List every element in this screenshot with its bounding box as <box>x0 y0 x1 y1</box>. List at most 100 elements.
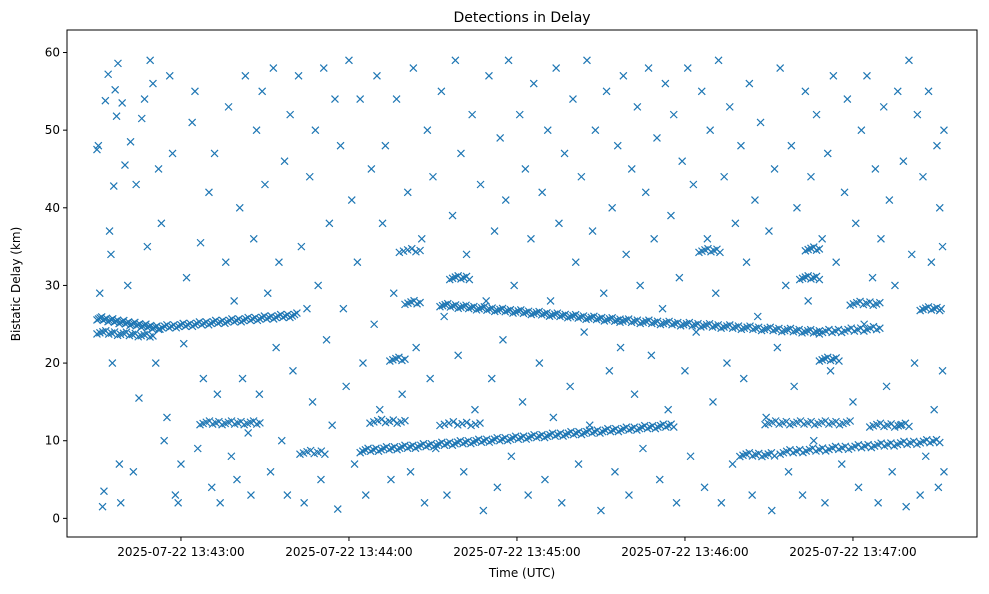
data-point <box>599 289 608 298</box>
data-point <box>503 306 512 315</box>
data-point <box>940 126 948 135</box>
y-tick-label: 10 <box>45 434 60 448</box>
data-point <box>111 85 120 94</box>
data-point <box>524 491 533 499</box>
data-point <box>167 322 176 331</box>
data-point <box>560 149 569 158</box>
data-point <box>389 289 398 298</box>
data-point <box>205 188 213 197</box>
data-point <box>451 56 460 65</box>
data-point <box>453 420 462 429</box>
data-point <box>146 56 155 65</box>
data-point <box>333 505 342 513</box>
data-point <box>613 141 622 150</box>
data-point <box>277 436 286 445</box>
data-point <box>871 165 880 173</box>
data-point <box>105 227 114 236</box>
data-point <box>896 421 905 430</box>
data-point <box>423 126 432 135</box>
data-point <box>246 316 255 325</box>
data-point <box>605 314 614 323</box>
data-point <box>437 87 446 96</box>
data-point <box>527 234 535 243</box>
data-point <box>292 309 301 318</box>
data-point <box>537 310 546 319</box>
data-point <box>709 397 717 406</box>
data-point <box>431 444 440 453</box>
data-point <box>556 312 564 321</box>
data-point <box>748 491 757 499</box>
data-point <box>849 397 857 406</box>
data-point <box>877 234 885 243</box>
data-point <box>347 196 356 204</box>
data-point <box>149 331 157 340</box>
data-point <box>300 498 309 507</box>
data-point <box>647 351 656 360</box>
data-point <box>305 172 314 181</box>
data-point <box>104 70 113 79</box>
data-point <box>577 172 586 181</box>
data-point <box>935 203 944 212</box>
data-point <box>863 71 871 80</box>
data-point <box>767 506 776 515</box>
data-point <box>232 316 241 325</box>
data-point <box>493 306 502 315</box>
data-point <box>262 314 271 323</box>
data-point <box>244 429 253 437</box>
data-point <box>875 298 884 307</box>
data-point <box>633 102 642 111</box>
data-point <box>179 339 188 348</box>
data-point <box>815 275 824 284</box>
data-point <box>272 313 280 322</box>
data-point <box>875 324 884 333</box>
data-point <box>731 219 740 228</box>
data-point <box>199 374 208 383</box>
data-point <box>171 491 180 499</box>
x-tick-label: 2025-07-22 13:45:00 <box>453 545 580 559</box>
data-point <box>297 242 306 251</box>
data-point <box>109 182 118 190</box>
data-point <box>720 172 729 181</box>
data-point <box>790 382 799 391</box>
data-point <box>285 313 294 322</box>
data-point <box>493 483 502 492</box>
data-point <box>742 258 751 267</box>
data-point <box>762 413 771 422</box>
data-point <box>279 313 287 322</box>
data-point <box>661 79 670 88</box>
data-point <box>216 317 225 326</box>
data-point <box>95 289 104 298</box>
data-point <box>224 102 233 111</box>
data-point <box>471 420 480 429</box>
data-point <box>639 444 647 453</box>
data-point <box>459 302 468 311</box>
data-point <box>812 246 821 255</box>
data-point <box>529 309 538 318</box>
data-point <box>438 301 447 310</box>
data-point <box>361 491 370 499</box>
data-point <box>584 314 593 323</box>
data-point <box>933 141 941 150</box>
x-tick-label: 2025-07-22 13:46:00 <box>621 545 748 559</box>
data-point <box>809 273 818 282</box>
y-tick-label: 0 <box>52 511 60 525</box>
data-point <box>603 315 611 324</box>
data-point <box>835 357 843 365</box>
data-point <box>697 87 706 96</box>
data-point <box>182 273 191 282</box>
data-point <box>902 502 911 511</box>
data-point <box>290 310 299 319</box>
data-point <box>664 405 673 414</box>
data-point <box>899 157 908 166</box>
data-point <box>641 188 650 197</box>
data-point <box>546 297 555 305</box>
data-point <box>381 141 390 150</box>
data-point <box>725 102 734 111</box>
data-point <box>487 374 496 383</box>
data-point <box>317 475 325 484</box>
data-point <box>458 419 467 428</box>
data-point <box>549 413 558 422</box>
data-point <box>770 165 779 173</box>
y-tick-label: 20 <box>45 356 60 370</box>
data-point <box>485 71 493 80</box>
